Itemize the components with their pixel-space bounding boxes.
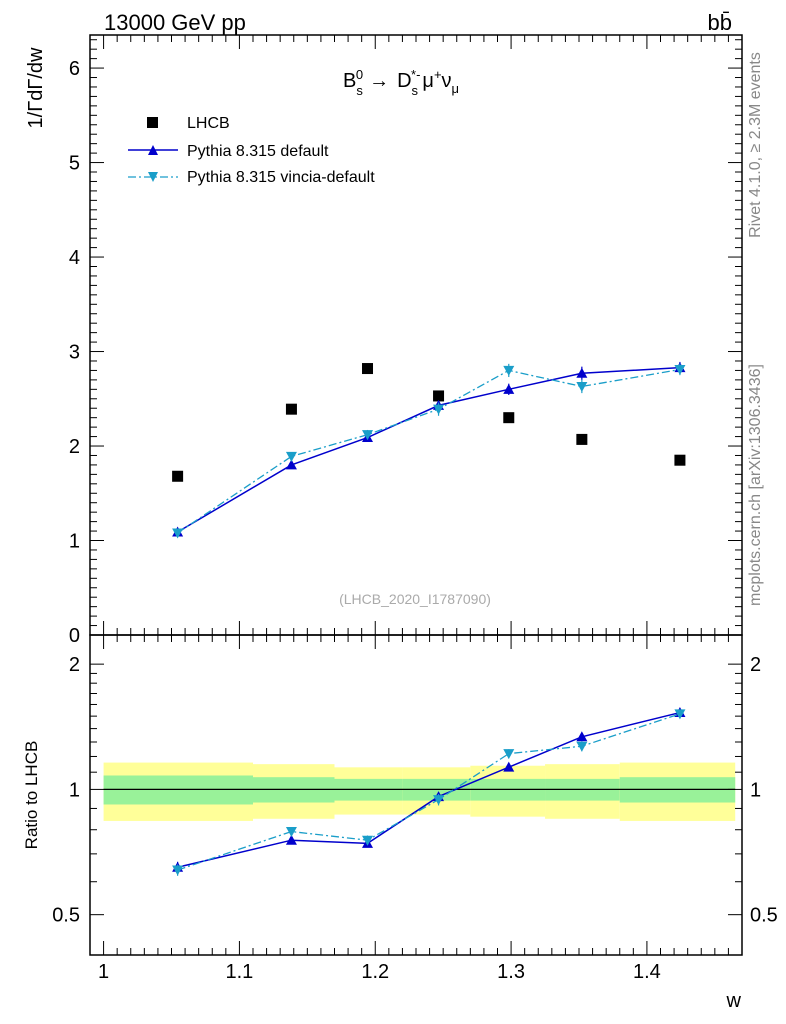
data-point-pythia-8-315-default	[503, 383, 515, 394]
data-point-lhcb	[172, 470, 184, 482]
ratio-frame	[89, 634, 743, 956]
legend-label-pythia-default: Pythia 8.315 default	[187, 143, 329, 160]
y-tick-label: 4	[69, 247, 80, 269]
main-y-axis-label: 1/ΓdΓ/dw	[25, 47, 47, 129]
data-point-pythia-8-315-vincia-default	[576, 741, 588, 752]
y-tick-label: 2	[69, 436, 80, 458]
x-tick-label: 1.4	[633, 961, 661, 983]
data-point-lhcb	[576, 433, 588, 445]
data-point-lhcb	[503, 412, 515, 424]
y-tick-label: 0	[69, 625, 80, 647]
mcplots-label: mcplots.cern.ch [arXiv:1306.3436]	[747, 364, 764, 606]
ratio-y-tick-label: 1	[69, 779, 80, 801]
y-tick-label: 1	[69, 531, 80, 553]
x-tick-label: 1.3	[497, 961, 525, 983]
data-point-pythia-8-315-vincia-default	[362, 835, 374, 846]
data-point-pythia-8-315-vincia-default	[172, 865, 184, 876]
ratio-y-tick-label: 0.5	[52, 905, 80, 927]
ratio-panel: 1 1.1 1.2 1.3 1.4 0.5 0.5 1 1 2 2	[52, 634, 778, 983]
data-point-pythia-8-315-default	[285, 459, 297, 470]
legend-label-vincia: Pythia 8.315 vincia-default	[187, 169, 375, 186]
data-point-pythia-8-315-vincia-default	[433, 404, 445, 415]
plot-title: Bs0 → Ds*- μ+νμ	[343, 67, 459, 98]
y-tick-label: 5	[69, 153, 80, 175]
legend-marker-vincia	[148, 172, 158, 182]
data-point-pythia-8-315-default	[576, 367, 588, 378]
legend-marker-lhcb	[147, 117, 158, 128]
series-line-pythia-8-315-default	[177, 366, 680, 533]
legend-marker-pythia-default	[148, 145, 158, 155]
x-axis-label: w	[726, 990, 742, 1012]
y-tick-label: 6	[69, 58, 80, 80]
rivet-label: Rivet 4.1.0, ≥ 2.3M events	[747, 52, 764, 238]
data-point-lhcb	[285, 403, 297, 415]
series-line-pythia-8-315-vincia-default	[177, 368, 681, 534]
data-point-pythia-8-315-vincia-default	[674, 364, 686, 375]
data-point-pythia-8-315-default	[285, 834, 297, 845]
data-point-pythia-8-315-vincia-default	[576, 381, 588, 392]
process-label: bb̄	[708, 10, 732, 35]
data-point-pythia-8-315-vincia-default	[503, 365, 515, 376]
legend-label-lhcb: LHCB	[187, 115, 230, 132]
data-point-pythia-8-315-default	[576, 731, 588, 742]
data-point-lhcb	[433, 390, 445, 402]
energy-label: 13000 GeV pp	[104, 10, 246, 35]
data-point-pythia-8-315-vincia-default	[172, 528, 184, 539]
ratio-y-tick-label-right: 0.5	[750, 905, 778, 927]
data-point-pythia-8-315-default	[503, 761, 515, 772]
ratio-y-tick-label-right: 2	[750, 654, 761, 676]
data-point-lhcb	[362, 363, 374, 375]
main-panel: 0 1 2 3 4 5 6	[69, 34, 743, 955]
ratio-y-tick-label: 2	[69, 654, 80, 676]
x-tick-label: 1.2	[361, 961, 389, 983]
data-point-pythia-8-315-vincia-default	[433, 795, 445, 806]
legend: LHCB Pythia 8.315 default Pythia 8.315 v…	[128, 115, 375, 186]
ratio-y-tick-label-right: 1	[750, 779, 761, 801]
data-point-pythia-8-315-vincia-default	[285, 451, 297, 462]
data-point-pythia-8-315-vincia-default	[674, 709, 686, 720]
data-point-pythia-8-315-vincia-default	[503, 749, 515, 760]
x-tick-label: 1	[98, 961, 109, 983]
data-point-lhcb	[674, 454, 686, 466]
y-tick-label: 3	[69, 342, 80, 364]
x-tick-label: 1.1	[226, 961, 254, 983]
data-point-pythia-8-315-vincia-default	[285, 827, 297, 838]
data-point-pythia-8-315-vincia-default	[362, 430, 374, 441]
ratio-y-axis-label: Ratio to LHCB	[22, 741, 41, 850]
analysis-label: (LHCB_2020_I1787090)	[339, 591, 491, 607]
